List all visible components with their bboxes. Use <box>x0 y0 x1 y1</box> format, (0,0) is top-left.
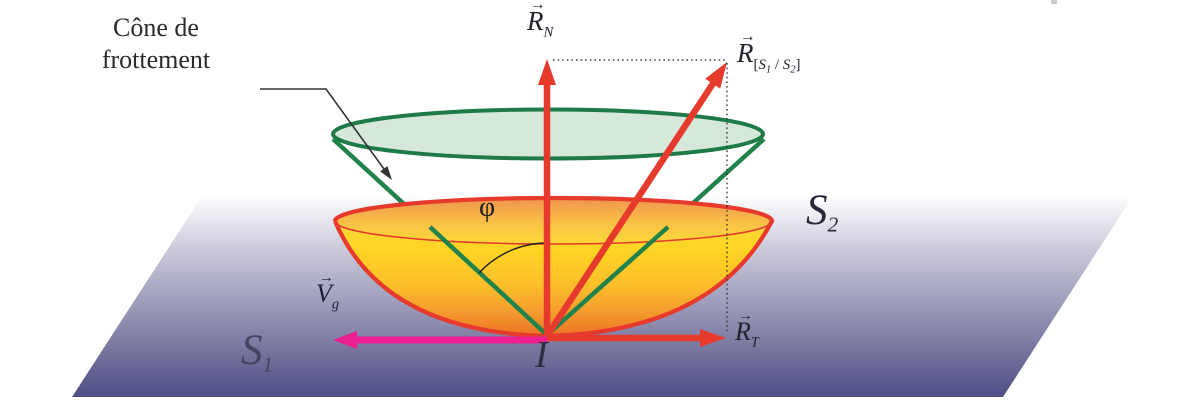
friction-cone-left-edge-front <box>428 225 549 337</box>
orange-cone-outline <box>332 195 775 339</box>
tangential-reaction-arrowhead <box>700 329 726 347</box>
phi-angle-arc <box>478 242 548 274</box>
phi-angle-label: φ <box>479 192 496 223</box>
annotation-leader-line <box>260 88 385 170</box>
contact-point-label: I <box>535 334 548 376</box>
annotation-line1: Cône de <box>113 13 199 42</box>
normal-reaction-arrowhead <box>538 59 556 85</box>
vector-arrow-icon: → <box>739 28 756 46</box>
tangential-reaction-label: → RT <box>735 307 759 351</box>
solid2-label: S2 <box>806 187 839 237</box>
vector-arrow-icon: → <box>318 269 334 286</box>
total-reaction-arrowhead <box>705 62 727 89</box>
sliding-velocity-arrowhead <box>333 331 357 349</box>
friction-cone-annotation: Cône de frottement <box>70 12 242 76</box>
friction-cone-right-edge-front <box>545 225 670 337</box>
annotation-line2: frottement <box>101 45 211 74</box>
total-reaction-arrow-shaft <box>544 80 717 338</box>
vector-arrow-icon: → <box>529 0 546 14</box>
sliding-velocity-label: → Vg <box>316 269 340 313</box>
vector-arrow-icon: → <box>737 307 753 324</box>
stray-pixel-artifact <box>1051 0 1057 4</box>
annotation-leader-arrowhead <box>380 166 392 180</box>
total-reaction-label: → R[S1 / S2] <box>737 28 801 76</box>
solid1-label: S1 <box>241 327 274 377</box>
normal-reaction-label: → RN <box>527 0 553 42</box>
